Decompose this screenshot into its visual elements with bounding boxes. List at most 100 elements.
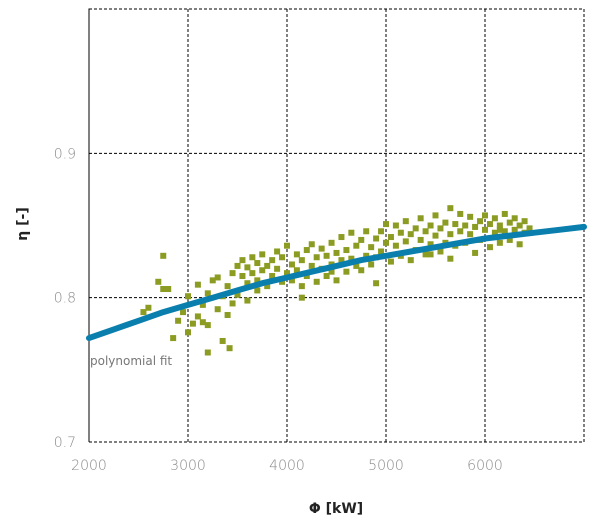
data-point <box>457 210 464 217</box>
data-point <box>387 258 394 265</box>
data-point <box>254 277 261 284</box>
data-point <box>264 262 271 269</box>
data-point <box>348 229 355 236</box>
data-point <box>244 264 251 271</box>
data-point <box>472 249 479 256</box>
data-point <box>491 215 498 222</box>
data-point <box>145 304 152 311</box>
data-point <box>343 247 350 254</box>
data-point <box>328 268 335 275</box>
data-point <box>303 247 310 254</box>
data-point <box>368 261 375 268</box>
data-points <box>140 205 533 356</box>
data-point <box>224 283 231 290</box>
data-point <box>333 277 340 284</box>
data-point <box>378 228 385 235</box>
data-point <box>303 273 310 280</box>
data-point <box>363 252 370 259</box>
data-point <box>486 221 493 228</box>
data-point <box>323 273 330 280</box>
fit-curve-layer <box>86 223 587 342</box>
data-point <box>368 244 375 251</box>
data-point <box>279 254 286 261</box>
data-point <box>516 222 523 229</box>
data-point <box>442 219 449 226</box>
data-point <box>501 210 508 217</box>
data-point <box>467 231 474 238</box>
data-point <box>219 337 226 344</box>
x-tick-label: 2000 <box>71 458 107 474</box>
data-point <box>397 229 404 236</box>
data-point <box>333 249 340 256</box>
data-point <box>199 301 206 308</box>
data-point <box>338 257 345 264</box>
data-point <box>482 212 488 219</box>
data-point <box>165 286 172 293</box>
data-point <box>284 242 290 249</box>
data-point <box>427 241 434 248</box>
data-point <box>264 283 271 290</box>
data-point <box>447 231 454 238</box>
data-point <box>259 267 266 274</box>
data-point <box>348 255 355 262</box>
data-point <box>432 212 439 219</box>
data-point <box>209 277 216 284</box>
data-point <box>378 248 385 255</box>
data-point <box>496 239 503 246</box>
data-point <box>383 239 389 246</box>
data-point <box>457 228 464 235</box>
data-point <box>437 248 444 255</box>
data-point <box>284 270 290 277</box>
data-point <box>402 238 409 245</box>
data-point <box>402 218 409 225</box>
data-point <box>496 222 503 229</box>
data-point <box>447 205 454 212</box>
data-point <box>194 281 201 288</box>
data-point <box>249 254 256 261</box>
x-tick-label: 3000 <box>170 458 206 474</box>
data-point <box>383 221 389 228</box>
data-point <box>432 232 439 239</box>
data-point <box>234 291 241 298</box>
data-point <box>417 215 424 222</box>
data-point <box>417 236 424 243</box>
data-point <box>224 311 231 318</box>
data-point <box>422 228 429 235</box>
data-point <box>407 257 414 264</box>
data-point <box>185 293 191 300</box>
data-point <box>407 231 414 238</box>
data-point <box>214 274 221 281</box>
data-point <box>526 225 533 232</box>
data-point <box>204 290 211 297</box>
data-point <box>226 345 233 352</box>
data-point <box>358 236 365 243</box>
data-point <box>343 268 350 275</box>
data-point <box>180 309 187 316</box>
data-point <box>472 223 479 230</box>
data-point <box>269 273 276 280</box>
data-point <box>298 294 305 301</box>
data-point <box>427 222 434 229</box>
data-point <box>229 270 236 277</box>
data-point <box>274 265 281 272</box>
x-tick-label: 4000 <box>269 458 305 474</box>
data-point <box>160 286 167 293</box>
data-point <box>214 306 221 313</box>
data-point <box>293 267 300 274</box>
data-point <box>155 278 162 285</box>
x-tick-label: 5000 <box>368 458 404 474</box>
data-point <box>234 262 241 269</box>
data-point <box>501 228 508 235</box>
data-point <box>239 257 246 264</box>
data-point <box>199 319 206 326</box>
data-point <box>298 257 305 264</box>
data-point <box>437 225 444 232</box>
data-point <box>170 335 177 342</box>
data-point <box>269 257 276 264</box>
x-axis-label: Φ [kW] <box>309 501 363 517</box>
data-point <box>318 245 325 252</box>
data-point <box>279 278 286 285</box>
data-point <box>293 251 300 258</box>
data-point <box>160 252 167 259</box>
data-point <box>254 260 261 267</box>
